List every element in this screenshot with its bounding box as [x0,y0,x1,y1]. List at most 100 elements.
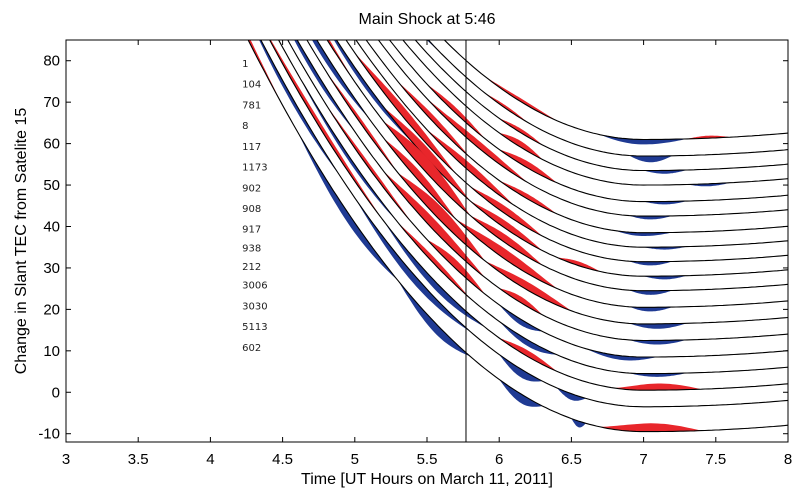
negative-anomaly-fill [629,306,673,312]
negative-anomaly-fill [571,418,586,428]
tec-curve [345,40,788,263]
positive-anomaly-fill [470,201,543,251]
tec-curve [414,40,788,172]
tec-curve [388,40,788,203]
tec-series [414,40,788,174]
tec-curve [316,40,788,308]
y-tick-label: 40 [43,218,60,235]
station-label: 104 [242,80,261,91]
tec-curve [287,40,788,358]
tec-curve [443,40,788,141]
positive-anomaly-fill [499,132,543,160]
negative-anomaly-fill [398,280,471,357]
x-tick-label: 6 [495,451,503,468]
positive-anomaly-fill [427,129,514,205]
tec-series [259,40,788,408]
positive-anomaly-fill [427,98,529,183]
station-label: 3030 [242,301,267,312]
tec-series [269,40,788,391]
x-axis-title: Time [UT Hours on March 11, 2011] [301,471,553,488]
y-tick-label: -10 [38,426,60,443]
positive-anomaly-fill [499,180,557,214]
positive-anomaly-fill [269,40,384,221]
positive-anomaly-fill [600,423,702,432]
station-label: 1 [242,59,248,70]
y-tick-label: 30 [43,260,60,277]
positive-anomaly-fill [354,52,456,174]
positive-anomaly-fill [499,118,543,145]
negative-anomaly-fill [614,230,673,236]
tec-series [312,40,788,312]
station-label: 781 [242,100,261,111]
station-label: 212 [242,262,261,273]
x-tick-label: 5.5 [417,451,438,468]
positive-anomaly-fill [557,257,601,272]
tec-curve [247,40,788,433]
x-tick-label: 8 [784,451,792,468]
tec-series [377,40,788,220]
negative-anomaly-fill [283,0,355,38]
positive-anomaly-fill [383,138,456,220]
positive-anomaly-fill [499,149,557,183]
tec-curve [365,40,788,234]
y-tick-label: 70 [43,94,60,111]
station-label: 1173 [242,163,267,174]
positive-anomaly-fill [427,239,485,294]
station-label: 602 [242,343,261,354]
tec-series [402,40,788,187]
tec-series [326,40,788,295]
tec-series [306,40,788,329]
tec-curve [326,40,788,292]
positive-anomaly-fill [470,215,543,266]
y-tick-label: 80 [43,53,60,70]
tec-curve [402,40,788,186]
tec-series [426,40,788,163]
positive-anomaly-fill [325,71,399,173]
tec-curve [296,40,788,342]
positive-anomaly-fill [398,222,471,299]
tec-curve [377,40,788,217]
positive-anomaly-fill [484,92,529,123]
station-label: 3006 [242,281,267,292]
positive-anomaly-fill [499,288,543,315]
negative-anomaly-fill [259,40,341,177]
tec-series [283,0,788,250]
x-tick-label: 5 [351,451,359,468]
x-tick-label: 3 [62,451,70,468]
tec-curve [306,40,788,325]
x-tick-label: 4.5 [272,451,293,468]
station-label: 5113 [242,322,267,333]
x-tick-label: 7 [639,451,647,468]
positive-anomaly-fill [614,383,702,391]
station-label: 902 [242,183,261,194]
tec-series [340,0,788,145]
tec-series [287,40,788,361]
station-label: 908 [242,204,261,215]
negative-anomaly-fill [629,290,673,295]
positive-anomaly-fill [398,81,471,158]
y-tick-label: 60 [43,136,60,153]
negative-anomaly-fill [585,348,658,361]
negative-anomaly-fill [297,72,399,223]
positive-anomaly-fill [484,76,557,121]
positive-anomaly-fill [383,107,471,201]
negative-anomaly-fill [499,354,543,382]
y-tick-label: 0 [52,384,60,401]
tec-series [247,40,788,433]
positive-anomaly-fill [470,186,543,237]
negative-anomaly-fill [629,155,673,163]
x-tick-label: 4 [206,451,214,468]
x-axis: 3 3.5 4 4.5 5 5.5 6 6.5 7 7.5 8 [62,40,792,468]
positive-anomaly-fill [499,338,557,372]
tec-series [365,40,788,236]
tec-series [294,40,788,345]
y-tick-label: 50 [43,177,60,194]
tec-curve [427,40,788,157]
negative-anomaly-fill [383,221,485,327]
y-tick-label: 10 [43,343,60,360]
station-labels: 1 104 781 8 117 1173 902 908 917 938 212 3006 3030 51… [242,59,267,354]
positive-anomaly-fill [340,0,412,6]
y-axis: -10 0 10 20 30 40 50 60 70 80 [38,53,788,443]
station-label: 8 [242,121,248,132]
